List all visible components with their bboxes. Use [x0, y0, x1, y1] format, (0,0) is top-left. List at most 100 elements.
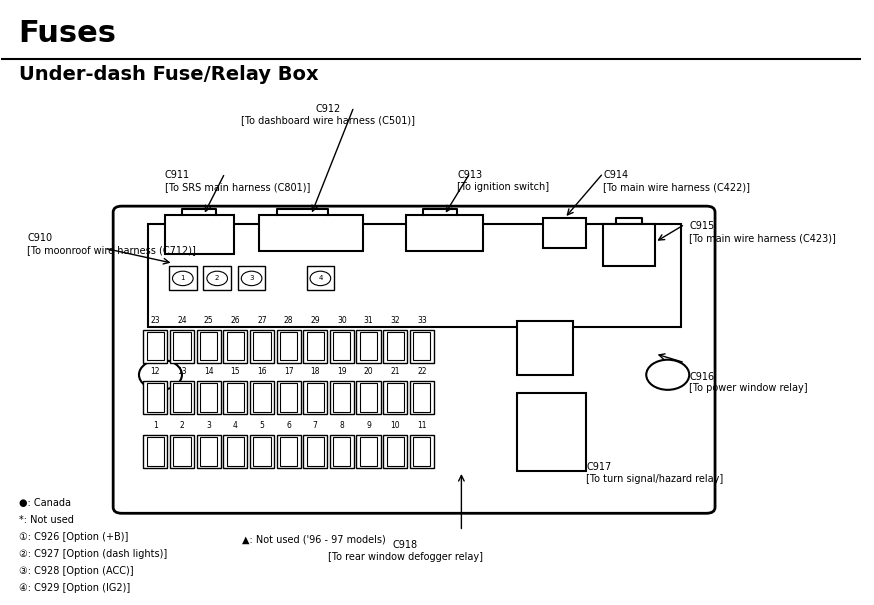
Bar — [223, 381, 247, 414]
Bar — [197, 330, 220, 363]
Text: 13: 13 — [177, 367, 187, 376]
Bar — [147, 437, 164, 466]
Text: C917
[To turn signal/hazard relay]: C917 [To turn signal/hazard relay] — [586, 462, 724, 483]
Bar — [307, 266, 334, 290]
Bar — [276, 381, 301, 414]
Text: ●: Canada: ●: Canada — [18, 499, 71, 508]
Bar — [280, 332, 297, 361]
Text: 20: 20 — [364, 367, 373, 376]
Bar — [303, 381, 327, 414]
Text: 3: 3 — [249, 275, 253, 281]
Bar — [357, 381, 380, 414]
Text: 8: 8 — [339, 421, 344, 430]
Bar — [143, 381, 167, 414]
Bar — [238, 266, 266, 290]
Bar — [357, 330, 380, 363]
Bar — [303, 330, 327, 363]
Bar — [173, 383, 191, 411]
Text: ①: C926 [Option (+B)]: ①: C926 [Option (+B)] — [18, 532, 128, 542]
Text: 24: 24 — [177, 316, 187, 325]
Circle shape — [241, 271, 262, 286]
Text: 1: 1 — [153, 421, 157, 430]
Text: 9: 9 — [366, 421, 371, 430]
Bar — [410, 381, 434, 414]
Text: C912
[To dashboard wire harness (C501)]: C912 [To dashboard wire harness (C501)] — [241, 104, 415, 125]
Text: 5: 5 — [260, 421, 264, 430]
Bar — [170, 330, 194, 363]
Text: 3: 3 — [206, 421, 211, 430]
Bar — [603, 224, 655, 266]
Text: 4: 4 — [318, 275, 323, 281]
Text: C915
[To main wire harness (C423)]: C915 [To main wire harness (C423)] — [690, 221, 836, 243]
Text: 25: 25 — [204, 316, 213, 325]
Bar — [250, 330, 274, 363]
Text: 19: 19 — [337, 367, 347, 376]
FancyBboxPatch shape — [113, 206, 715, 513]
Bar — [406, 215, 483, 251]
Bar — [200, 332, 218, 361]
Bar — [410, 435, 434, 468]
Bar — [360, 332, 377, 361]
Bar — [197, 435, 220, 468]
Bar — [147, 332, 164, 361]
Text: 12: 12 — [150, 367, 160, 376]
Bar — [329, 435, 354, 468]
Text: 22: 22 — [417, 367, 427, 376]
Bar — [413, 437, 430, 466]
Text: C913
[To ignition switch]: C913 [To ignition switch] — [457, 170, 549, 192]
Bar — [173, 332, 191, 361]
Text: 33: 33 — [417, 316, 427, 325]
Bar — [226, 383, 244, 411]
Bar — [386, 383, 404, 411]
Bar — [543, 218, 586, 248]
Bar — [276, 330, 301, 363]
Text: 4: 4 — [232, 421, 238, 430]
Bar — [226, 437, 244, 466]
Text: 7: 7 — [313, 421, 317, 430]
Text: ②: C927 [Option (dash lights)]: ②: C927 [Option (dash lights)] — [18, 549, 167, 559]
Text: ▲: Not used ('96 - 97 models): ▲: Not used ('96 - 97 models) — [242, 534, 386, 544]
Bar — [357, 435, 380, 468]
Bar — [147, 383, 164, 411]
Bar — [360, 437, 377, 466]
Bar — [517, 321, 573, 374]
Bar — [333, 383, 350, 411]
Bar — [204, 266, 231, 290]
Bar — [383, 435, 407, 468]
Bar — [307, 332, 324, 361]
Text: 31: 31 — [364, 316, 373, 325]
Bar — [200, 383, 218, 411]
Bar — [197, 381, 220, 414]
Bar — [386, 332, 404, 361]
Text: 28: 28 — [284, 316, 294, 325]
Text: *: Not used: *: Not used — [18, 515, 73, 525]
Text: 26: 26 — [231, 316, 240, 325]
Bar — [386, 437, 404, 466]
Bar — [329, 330, 354, 363]
Text: 32: 32 — [391, 316, 400, 325]
Circle shape — [310, 271, 330, 286]
Text: 14: 14 — [204, 367, 213, 376]
Bar — [250, 435, 274, 468]
Text: 16: 16 — [257, 367, 267, 376]
Text: C916
[To power window relay]: C916 [To power window relay] — [690, 371, 808, 393]
Text: 21: 21 — [391, 367, 400, 376]
Bar — [307, 437, 324, 466]
Text: 18: 18 — [310, 367, 320, 376]
Text: 6: 6 — [286, 421, 291, 430]
Text: 15: 15 — [231, 367, 240, 376]
Bar — [226, 332, 244, 361]
Text: ③: C928 [Option (ACC)]: ③: C928 [Option (ACC)] — [18, 566, 133, 576]
Text: 30: 30 — [337, 316, 347, 325]
Circle shape — [139, 360, 182, 390]
Bar — [276, 435, 301, 468]
Bar — [148, 224, 681, 327]
Bar — [360, 383, 377, 411]
Bar — [170, 381, 194, 414]
Text: 23: 23 — [150, 316, 160, 325]
Text: 2: 2 — [215, 275, 219, 281]
Bar — [517, 393, 586, 471]
Bar — [200, 437, 218, 466]
Text: C918
[To rear window defogger relay]: C918 [To rear window defogger relay] — [328, 540, 483, 562]
Text: C914
[To main wire harness (C422)]: C914 [To main wire harness (C422)] — [603, 170, 750, 192]
